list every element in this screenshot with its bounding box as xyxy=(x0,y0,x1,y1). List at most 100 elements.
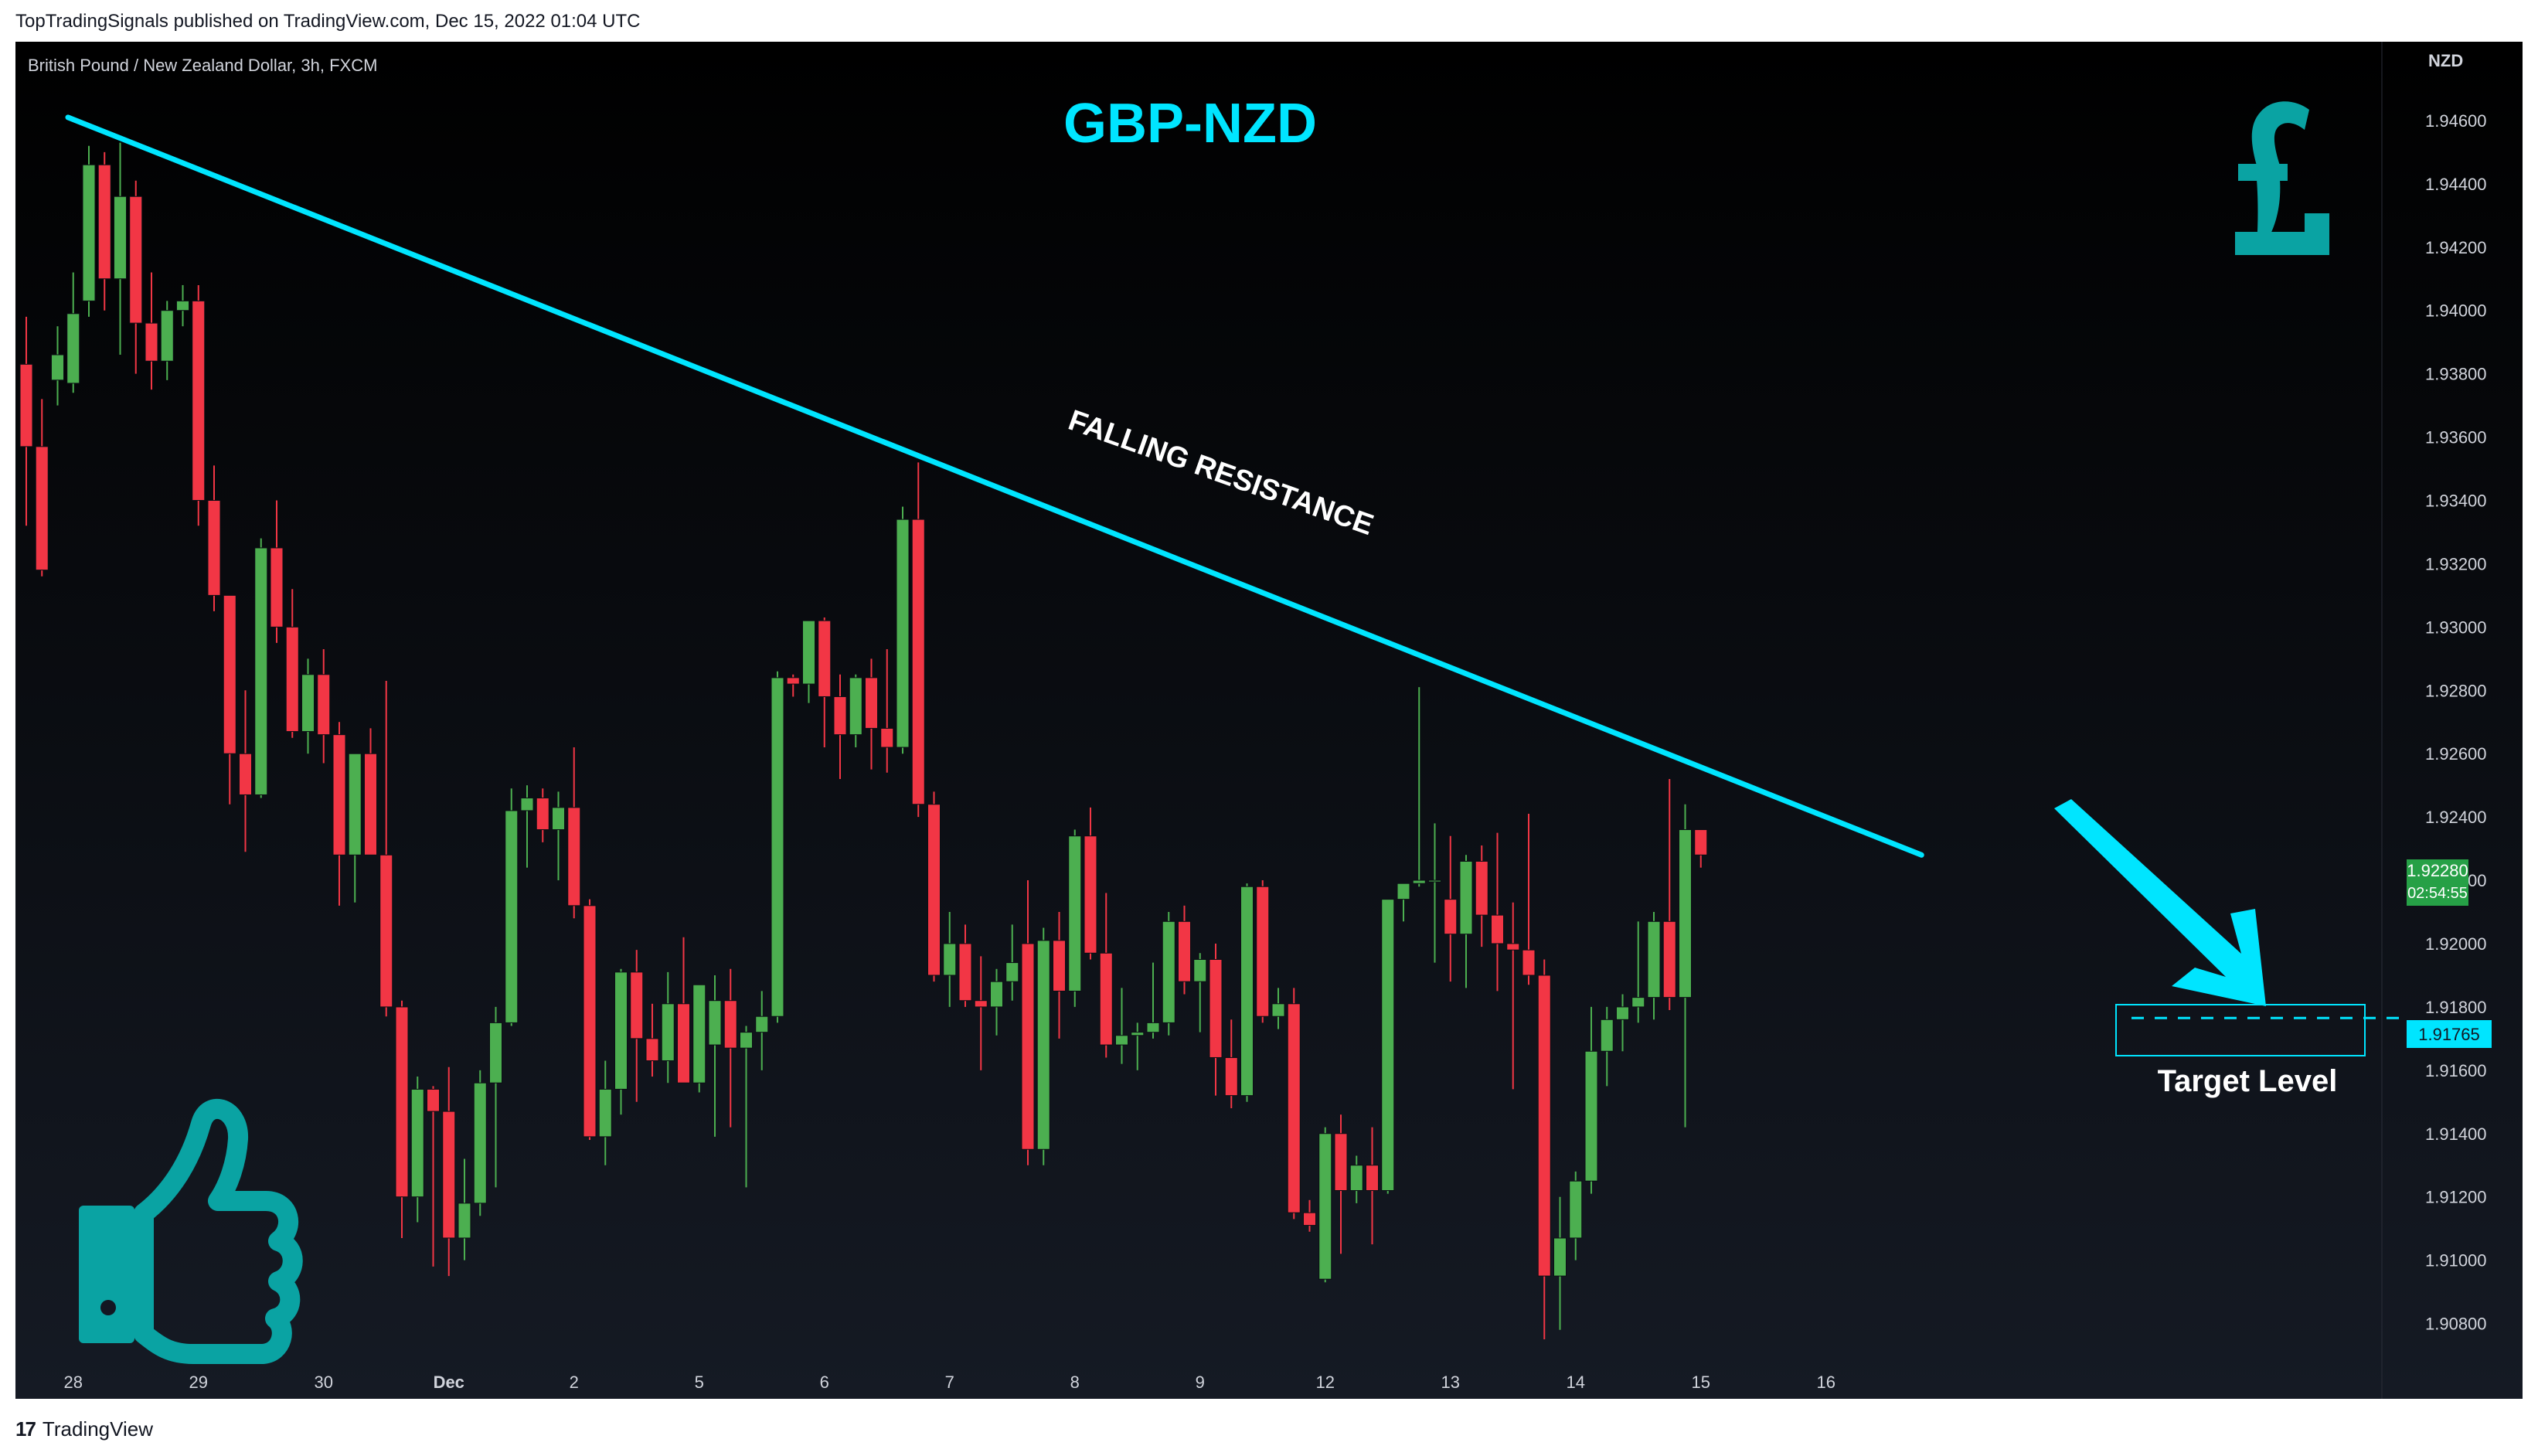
candle[interactable] xyxy=(1475,860,1488,916)
candle[interactable] xyxy=(114,196,127,280)
candle[interactable] xyxy=(1537,975,1551,1277)
candle[interactable] xyxy=(723,1000,737,1049)
candle[interactable] xyxy=(614,971,628,1090)
candle[interactable] xyxy=(943,943,957,976)
candle[interactable] xyxy=(395,1006,409,1198)
candle[interactable] xyxy=(974,1000,988,1008)
candle[interactable] xyxy=(1334,1133,1348,1192)
candle[interactable] xyxy=(1553,1237,1567,1277)
candle[interactable] xyxy=(849,677,862,736)
candle[interactable] xyxy=(740,1032,753,1049)
candle[interactable] xyxy=(1036,940,1050,1150)
candle[interactable] xyxy=(708,1000,722,1046)
candle[interactable] xyxy=(833,696,847,736)
falling-resistance-line[interactable] xyxy=(65,114,1924,858)
candle[interactable] xyxy=(1366,1165,1379,1192)
candle[interactable] xyxy=(990,981,1003,1008)
candle[interactable] xyxy=(1209,958,1223,1058)
candle[interactable] xyxy=(1256,886,1270,1017)
candle[interactable] xyxy=(1271,1003,1285,1017)
candle[interactable] xyxy=(677,1003,690,1083)
candle[interactable] xyxy=(1318,1133,1332,1280)
candle[interactable] xyxy=(239,753,252,795)
candle[interactable] xyxy=(145,322,158,362)
candle[interactable] xyxy=(1584,1050,1598,1182)
candle[interactable] xyxy=(223,594,236,754)
candle[interactable] xyxy=(880,727,894,748)
candle[interactable] xyxy=(1303,1212,1316,1226)
candle[interactable] xyxy=(896,519,910,748)
candle[interactable] xyxy=(1569,1180,1583,1239)
candle[interactable] xyxy=(1444,899,1458,935)
candle[interactable] xyxy=(1131,1032,1145,1036)
candle[interactable] xyxy=(1459,860,1473,935)
candle[interactable] xyxy=(520,798,534,811)
candle[interactable] xyxy=(1522,949,1536,976)
candle[interactable] xyxy=(1240,886,1254,1097)
candle[interactable] xyxy=(1679,829,1692,998)
candle[interactable] xyxy=(51,354,64,381)
candle[interactable] xyxy=(1381,899,1395,1192)
target-zone-box[interactable] xyxy=(2115,1004,2366,1056)
candle[interactable] xyxy=(442,1111,456,1239)
candle[interactable] xyxy=(630,971,644,1039)
candle[interactable] xyxy=(1224,1056,1238,1097)
candle[interactable] xyxy=(160,310,174,362)
candle[interactable] xyxy=(379,854,393,1008)
candle[interactable] xyxy=(583,905,597,1138)
candle[interactable] xyxy=(82,164,96,301)
candle[interactable] xyxy=(489,1022,502,1083)
candle[interactable] xyxy=(692,984,706,1083)
candle[interactable] xyxy=(192,300,206,501)
candle[interactable] xyxy=(66,313,80,384)
candle[interactable] xyxy=(598,1088,612,1138)
candle[interactable] xyxy=(1005,962,1019,982)
candle[interactable] xyxy=(1349,1165,1363,1192)
candle[interactable] xyxy=(207,499,221,596)
candle[interactable] xyxy=(364,753,377,856)
candle[interactable] xyxy=(1694,829,1708,856)
candle[interactable] xyxy=(1662,920,1676,998)
candle[interactable] xyxy=(317,674,331,736)
candle[interactable] xyxy=(1068,835,1082,992)
candle[interactable] xyxy=(1084,835,1097,954)
candle[interactable] xyxy=(755,1015,769,1033)
candle[interactable] xyxy=(1287,1003,1301,1213)
candle[interactable] xyxy=(332,734,346,856)
candle[interactable] xyxy=(1397,883,1410,900)
candle[interactable] xyxy=(1021,943,1035,1150)
candle[interactable] xyxy=(927,804,941,976)
candle[interactable] xyxy=(802,620,815,685)
candle[interactable] xyxy=(786,677,800,685)
candle[interactable] xyxy=(1178,920,1191,982)
candle[interactable] xyxy=(1428,879,1441,883)
candle[interactable] xyxy=(958,943,972,1002)
candle[interactable] xyxy=(97,164,111,280)
candle[interactable] xyxy=(865,677,878,729)
candle[interactable] xyxy=(129,196,143,324)
candle[interactable] xyxy=(505,810,519,1023)
candle[interactable] xyxy=(1099,952,1113,1046)
candle[interactable] xyxy=(1162,920,1175,1023)
candle[interactable] xyxy=(270,547,284,628)
candle[interactable] xyxy=(410,1088,424,1198)
candle[interactable] xyxy=(458,1203,471,1239)
candle[interactable] xyxy=(254,547,268,795)
candle[interactable] xyxy=(19,363,33,447)
candle[interactable] xyxy=(1193,958,1207,982)
candle[interactable] xyxy=(1647,920,1661,998)
candle[interactable] xyxy=(911,519,925,805)
candle[interactable] xyxy=(645,1038,659,1062)
candle[interactable] xyxy=(1491,914,1504,944)
candle[interactable] xyxy=(1600,1019,1614,1052)
candle[interactable] xyxy=(285,626,299,733)
candle[interactable] xyxy=(552,807,565,831)
candle[interactable] xyxy=(818,620,832,697)
candle[interactable] xyxy=(1053,940,1066,992)
candle[interactable] xyxy=(1115,1035,1128,1046)
candle[interactable] xyxy=(427,1088,440,1112)
candle[interactable] xyxy=(176,300,189,311)
candle[interactable] xyxy=(536,798,549,831)
candle[interactable] xyxy=(1631,997,1645,1008)
candle[interactable] xyxy=(771,677,784,1017)
